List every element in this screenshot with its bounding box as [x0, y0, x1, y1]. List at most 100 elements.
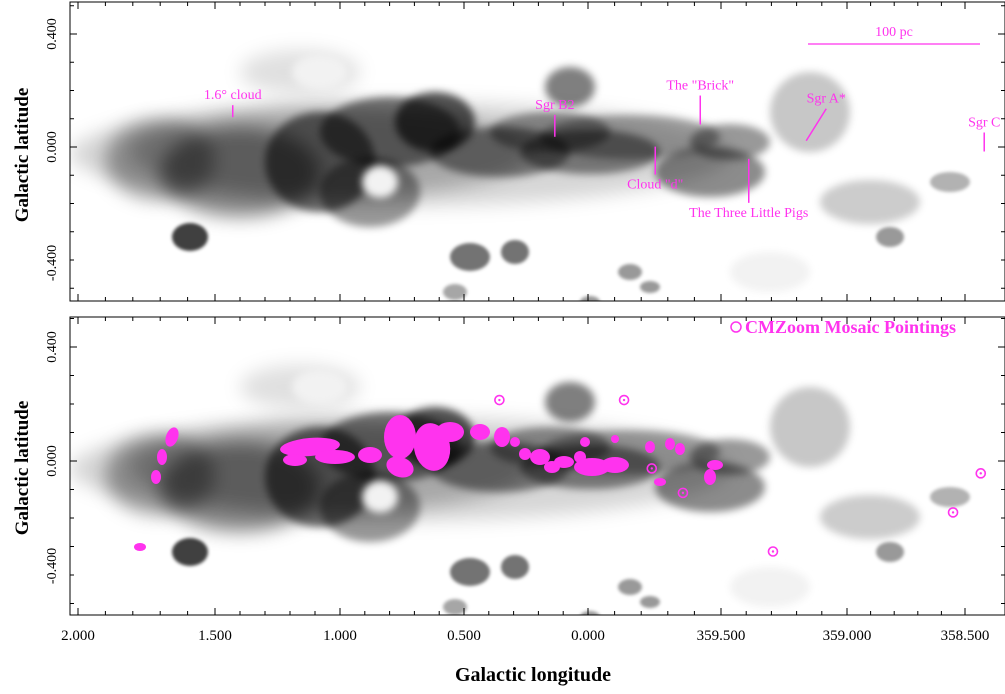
pointing-marker-center — [498, 398, 501, 402]
top-y-axis-label: Galactic latitude — [12, 88, 33, 223]
emission-cloud — [618, 579, 642, 595]
mosaic-pointing-markers — [494, 394, 987, 557]
pointing-marker — [767, 546, 779, 557]
y-tick-label: 0.000 — [45, 131, 60, 163]
annotation-pointer — [805, 108, 827, 142]
x-axis-label: Galactic longitude — [455, 664, 611, 686]
emission-cloud — [876, 227, 904, 247]
annotation-label: Sgr A* — [807, 92, 846, 107]
pointing-marker-center — [622, 398, 626, 402]
annotation-label: The Three Little Pigs — [689, 206, 808, 221]
mosaic-field — [665, 438, 675, 450]
x-tick-label: 0.500 — [447, 628, 481, 644]
mosaic-field — [436, 422, 464, 442]
mosaic-field — [704, 469, 716, 485]
mosaic-field — [675, 443, 685, 455]
pointing-marker — [646, 463, 658, 474]
emission-cloud — [172, 538, 208, 566]
mosaic-field — [165, 427, 179, 447]
top-y-tick-labels: 0.400 0.000 -0.400 — [45, 18, 60, 281]
emission-void — [730, 252, 810, 292]
annotation-label: Cloud "d" — [627, 178, 683, 193]
pointing-marker — [975, 468, 987, 479]
emission-cloud — [930, 172, 970, 192]
y-tick-label: 0.400 — [45, 18, 60, 50]
legend-label: CMZoom Mosaic Pointings — [745, 317, 956, 337]
mosaic-field — [519, 448, 531, 460]
x-tick-label: 359.000 — [823, 628, 872, 644]
emission-cloud — [876, 542, 904, 562]
legend: CMZoom Mosaic Pointings — [730, 317, 956, 337]
mosaic-field — [386, 456, 414, 478]
emission-cloud — [580, 296, 600, 301]
x-tick-label: 359.500 — [697, 628, 746, 644]
mosaic-field — [384, 415, 416, 459]
emission-cloud — [690, 439, 770, 475]
mosaic-field — [601, 457, 629, 473]
emission-cloud — [640, 281, 660, 293]
pointing-marker-center — [771, 550, 775, 553]
bottom-emission-map — [70, 365, 970, 615]
mosaic-field — [315, 450, 355, 464]
bottom-y-axis-label: Galactic latitude — [12, 401, 33, 536]
pointing-marker — [618, 394, 630, 406]
y-tick-label: -0.400 — [45, 245, 60, 281]
x-tick-label: 358.500 — [941, 628, 990, 644]
mosaic-field — [283, 454, 307, 466]
annotations: 1.6° cloud Sgr B2 The "Brick" Sgr A* Sgr C Cl… — [204, 79, 1000, 221]
mosaic-field — [645, 441, 655, 453]
emission-cloud — [690, 124, 770, 160]
emission-cloud — [580, 611, 600, 615]
emission-void — [292, 54, 348, 90]
mosaic-field — [574, 458, 610, 476]
emission-cloud — [450, 558, 490, 586]
x-tick-label: 0.000 — [571, 628, 605, 644]
x-tick-label: 1.500 — [198, 628, 232, 644]
pointing-marker-center — [951, 511, 955, 514]
top-axis-ticks — [70, 2, 1005, 301]
emission-cloud — [770, 72, 850, 152]
y-tick-label: 0.400 — [45, 331, 60, 363]
pointing-marker — [677, 487, 689, 499]
y-tick-label: 0.000 — [45, 445, 60, 477]
emission-cloud — [172, 223, 208, 251]
mosaic-field — [707, 460, 723, 470]
emission-cloud — [540, 115, 720, 159]
mosaic-field — [151, 470, 161, 484]
emission-cloud — [443, 599, 467, 615]
mosaic-field — [611, 435, 619, 443]
annotation-label: The "Brick" — [666, 79, 734, 94]
emission-void — [362, 481, 398, 513]
emission-cloud — [443, 284, 467, 300]
emission-cloud — [105, 120, 215, 200]
emission-cloud — [640, 596, 660, 608]
emission-void — [730, 567, 810, 607]
bottom-y-tick-labels: 0.400 0.000 -0.400 — [45, 331, 60, 584]
emission-cloud — [618, 264, 642, 280]
emission-cloud — [450, 243, 490, 271]
emission-cloud — [820, 180, 920, 224]
emission-cloud — [545, 67, 595, 107]
emission-cloud — [501, 555, 529, 579]
mosaic-field — [134, 543, 146, 551]
bottom-panel: CMZoom Mosaic Pointings 0.400 0.000 -0.4… — [12, 316, 1005, 686]
x-tick-label: 2.000 — [61, 628, 95, 644]
emission-cloud — [770, 387, 850, 467]
bottom-axis-ticks — [70, 317, 1005, 615]
mosaic-pointing-fields — [134, 415, 723, 551]
emission-void — [362, 166, 398, 198]
mosaic-field — [580, 437, 590, 447]
emission-cloud — [501, 240, 529, 264]
emission-cloud — [820, 495, 920, 539]
pointing-marker — [494, 394, 505, 406]
emission-cloud — [930, 487, 970, 507]
mosaic-field — [358, 447, 382, 463]
scale-bar: 100 pc — [808, 25, 980, 45]
top-emission-map — [70, 50, 970, 301]
annotation-label: Sgr C — [968, 116, 1000, 131]
y-tick-label: -0.400 — [45, 548, 60, 584]
mosaic-field — [157, 449, 167, 465]
mosaic-field — [654, 478, 666, 486]
